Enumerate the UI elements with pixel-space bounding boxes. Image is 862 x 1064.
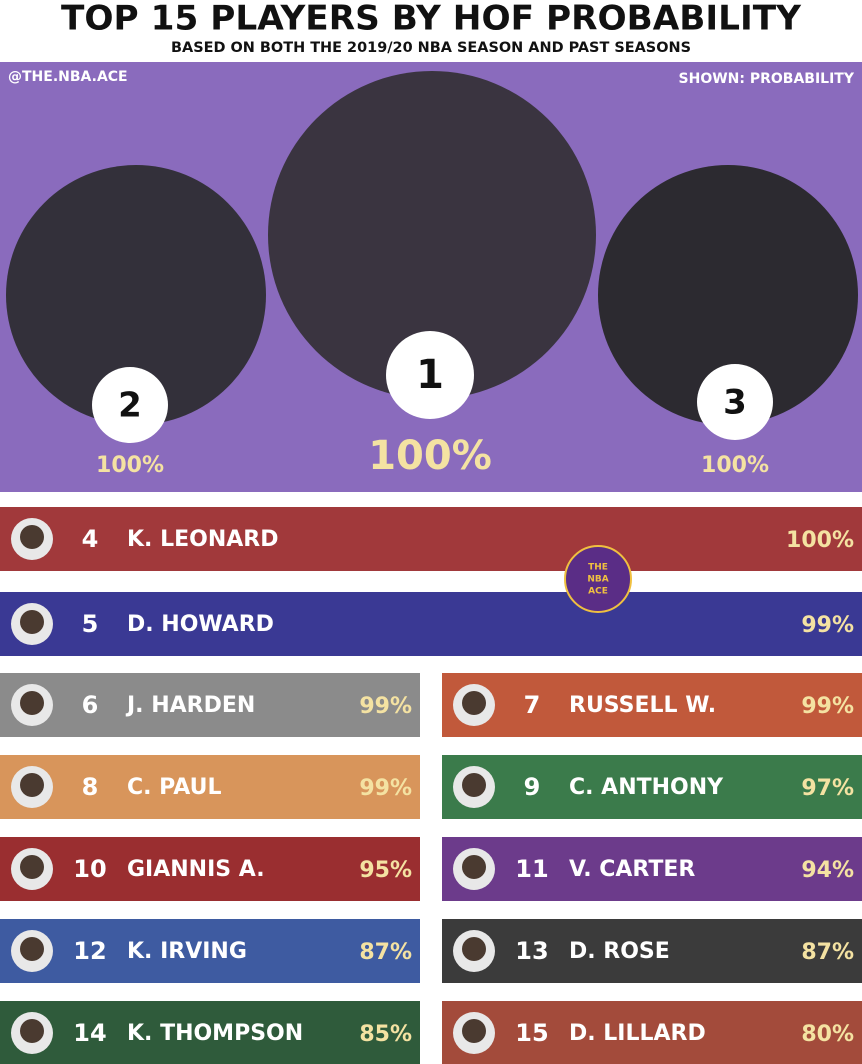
handle: @THE.NBA.ACE bbox=[8, 69, 128, 85]
player-row bbox=[0, 755, 420, 819]
player-photo bbox=[598, 165, 858, 425]
player-avatar-face bbox=[20, 1019, 44, 1043]
player-row bbox=[442, 837, 862, 901]
subtitle: BASED ON BOTH THE 2019/20 NBA SEASON AND… bbox=[171, 40, 691, 56]
player-row bbox=[0, 1001, 420, 1064]
rank-badge bbox=[386, 331, 474, 419]
rank: 4 bbox=[82, 525, 99, 553]
player-row bbox=[0, 507, 862, 571]
rank: 9 bbox=[524, 773, 541, 801]
player-avatar-face bbox=[462, 773, 486, 797]
probability: 99% bbox=[359, 776, 412, 801]
player-avatar-face bbox=[462, 855, 486, 879]
probability: 87% bbox=[801, 940, 854, 965]
rank: 12 bbox=[73, 937, 106, 965]
rank: 6 bbox=[82, 691, 99, 719]
rank: 13 bbox=[515, 937, 548, 965]
probability: 94% bbox=[801, 858, 854, 883]
player-name: K. LEONARD bbox=[127, 527, 278, 552]
rank: 8 bbox=[82, 773, 99, 801]
player-row bbox=[442, 755, 862, 819]
player-avatar-face bbox=[20, 525, 44, 549]
logo-text: NBA bbox=[587, 575, 608, 585]
player-row bbox=[0, 673, 420, 737]
player-avatar-face bbox=[20, 691, 44, 715]
probability: 97% bbox=[801, 776, 854, 801]
probability: 87% bbox=[359, 940, 412, 965]
rank-badge bbox=[92, 367, 168, 443]
rank: 11 bbox=[515, 855, 548, 883]
player-name: D. HOWARD bbox=[127, 612, 274, 637]
player-avatar-face bbox=[462, 1019, 486, 1043]
probability: 99% bbox=[359, 694, 412, 719]
probability: 100% bbox=[786, 528, 854, 553]
title: TOP 15 PLAYERS BY HOF PROBABILITY bbox=[61, 0, 801, 39]
player-name: K. THOMPSON bbox=[127, 1021, 303, 1046]
probability: 85% bbox=[359, 1022, 412, 1047]
logo bbox=[564, 545, 632, 613]
player-row bbox=[0, 919, 420, 983]
probability: 80% bbox=[801, 1022, 854, 1047]
probability: 99% bbox=[801, 613, 854, 638]
player-name: C. PAUL bbox=[127, 775, 222, 800]
player-avatar-face bbox=[20, 773, 44, 797]
player-name: C. ANTHONY bbox=[569, 775, 724, 800]
player-photo bbox=[6, 165, 266, 425]
rank: 10 bbox=[73, 855, 106, 883]
probability: 100% bbox=[368, 433, 492, 479]
rank: 1 bbox=[416, 352, 444, 398]
probability: 99% bbox=[801, 694, 854, 719]
player-row bbox=[0, 837, 420, 901]
player-avatar-face bbox=[462, 691, 486, 715]
player-avatar-face bbox=[20, 610, 44, 634]
player-row bbox=[442, 673, 862, 737]
player-name: J. HARDEN bbox=[125, 693, 255, 718]
rank: 2 bbox=[118, 386, 142, 426]
logo-text: ACE bbox=[588, 587, 608, 597]
probability: 100% bbox=[701, 453, 769, 478]
player-name: D. ROSE bbox=[569, 939, 670, 964]
player-avatar-face bbox=[462, 937, 486, 961]
player-name: K. IRVING bbox=[127, 939, 247, 964]
player-row bbox=[442, 1001, 862, 1064]
rank: 14 bbox=[73, 1019, 106, 1047]
logo-text: THE bbox=[588, 563, 608, 573]
rank: 3 bbox=[723, 383, 747, 423]
probability: 100% bbox=[96, 453, 164, 478]
player-name: RUSSELL W. bbox=[569, 693, 716, 718]
shown-label: SHOWN: PROBABILITY bbox=[679, 71, 855, 87]
player-photo bbox=[268, 71, 596, 399]
rank: 15 bbox=[515, 1019, 548, 1047]
rank: 7 bbox=[524, 691, 541, 719]
player-row bbox=[0, 592, 862, 656]
rank: 5 bbox=[82, 610, 99, 638]
rank-badge bbox=[697, 364, 773, 440]
player-row bbox=[442, 919, 862, 983]
player-name: GIANNIS A. bbox=[127, 857, 265, 882]
player-avatar-face bbox=[20, 937, 44, 961]
player-name: D. LILLARD bbox=[569, 1021, 706, 1046]
probability: 95% bbox=[359, 858, 412, 883]
player-name: V. CARTER bbox=[569, 857, 695, 882]
player-avatar-face bbox=[20, 855, 44, 879]
